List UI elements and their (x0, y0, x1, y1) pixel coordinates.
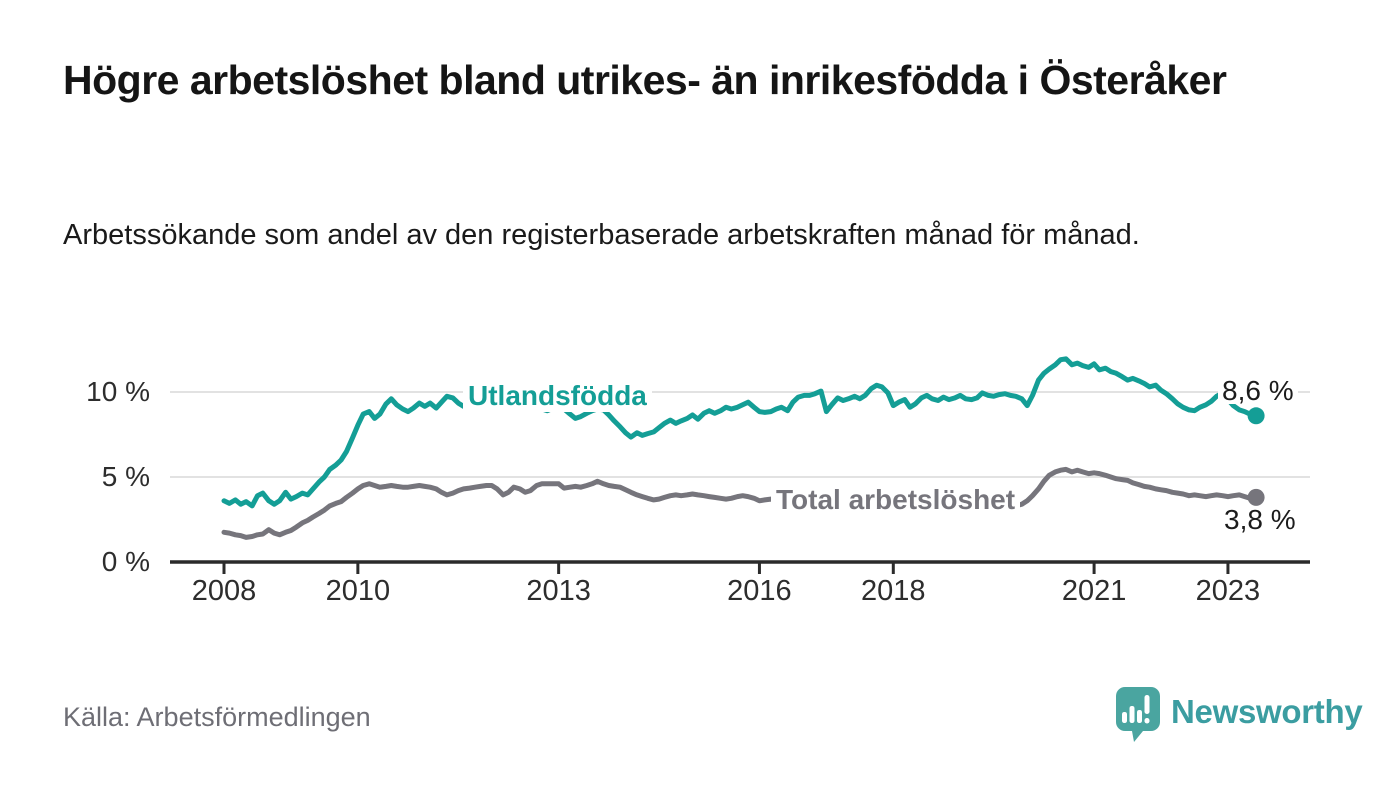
y-axis-label-0: 0 % (101, 546, 150, 577)
page-title: Högre arbetslöshet bland utrikes- än inr… (63, 57, 1227, 103)
y-axis-label-10: 10 % (86, 376, 150, 407)
source-note: Källa: Arbetsförmedlingen (63, 702, 371, 732)
y-axis-label-5: 5 % (101, 461, 150, 492)
series-label-utlandsfodda: Utlandsfödda (463, 379, 652, 412)
x-axis-label-2023: 2023 (1195, 575, 1261, 607)
newsworthy-wordmark: Newsworthy (1171, 692, 1363, 730)
x-axis-label-2010: 2010 (325, 575, 391, 607)
series-line-1 (221, 466, 1259, 540)
newsworthy-logo: Newsworthy (1113, 686, 1363, 743)
end-value-label-utlandsfodda: 8,6 % (1218, 377, 1298, 405)
series-line-0 (221, 356, 1259, 509)
series-label-total-arbetsloshet: Total arbetslöshet (771, 483, 1021, 516)
newsworthy-icon (1116, 687, 1160, 742)
end-value-label-total: 3,8 % (1220, 506, 1300, 534)
chart-subtitle: Arbetssökande som andel av den registerb… (63, 219, 1140, 251)
x-axis-label-2016: 2016 (727, 575, 792, 607)
end-dot-1 (1247, 488, 1265, 506)
x-axis-label-2013: 2013 (526, 575, 591, 607)
end-dot-0 (1247, 407, 1265, 425)
x-axis-label-2018: 2018 (861, 575, 926, 607)
x-axis-label-2008: 2008 (191, 575, 257, 607)
x-axis-label-2021: 2021 (1061, 575, 1127, 607)
